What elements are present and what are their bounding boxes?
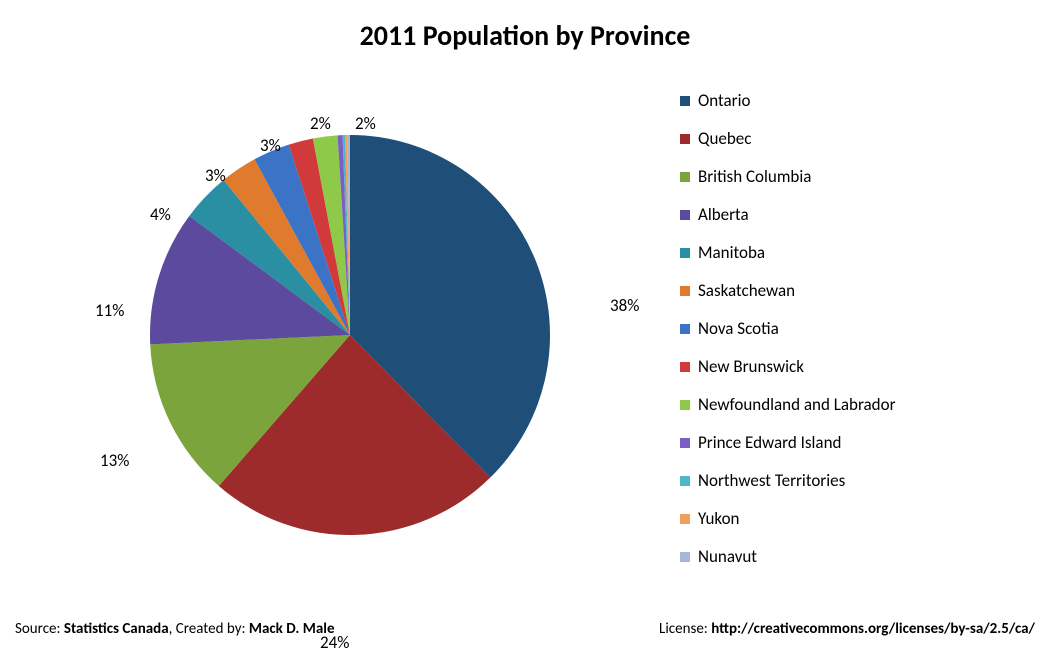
legend-item: Manitoba: [680, 242, 1030, 263]
legend-item: Prince Edward Island: [680, 432, 1030, 453]
legend-swatch: [680, 362, 690, 372]
legend: Ontario Quebec British Columbia Alberta Mani…: [680, 90, 1030, 584]
data-label-nl_pct: 2%: [355, 113, 376, 134]
data-label-sask_pct: 3%: [205, 165, 226, 186]
data-label-nb_pct: 2%: [310, 113, 331, 134]
source-name: Statistics Canada: [64, 620, 169, 638]
legend-label: Yukon: [698, 508, 740, 529]
author-name: Mack D. Male: [249, 620, 335, 638]
legend-swatch: [680, 514, 690, 524]
legend-swatch: [680, 210, 690, 220]
legend-swatch: [680, 96, 690, 106]
legend-label: British Columbia: [698, 166, 811, 187]
chart-area: 38%24%13%11%4%3%3%2%2%: [40, 80, 660, 600]
legend-label: Newfoundland and Labrador: [698, 394, 896, 415]
legend-item: Newfoundland and Labrador: [680, 394, 1030, 415]
created-prefix: , Created by:: [169, 620, 249, 638]
legend-label: Ontario: [698, 90, 750, 111]
legend-swatch: [680, 438, 690, 448]
legend-item: New Brunswick: [680, 356, 1030, 377]
legend-label: Nova Scotia: [698, 318, 779, 339]
legend-item: Nova Scotia: [680, 318, 1030, 339]
legend-item: Nunavut: [680, 546, 1030, 567]
legend-item: Quebec: [680, 128, 1030, 149]
legend-swatch: [680, 286, 690, 296]
legend-label: Quebec: [698, 128, 751, 149]
data-label-manitoba_pct: 4%: [150, 204, 171, 225]
legend-label: Saskatchewan: [698, 280, 795, 301]
legend-label: Prince Edward Island: [698, 432, 841, 453]
legend-item: Yukon: [680, 508, 1030, 529]
legend-item: Ontario: [680, 90, 1030, 111]
data-label-ns_pct: 3%: [260, 135, 281, 156]
legend-swatch: [680, 476, 690, 486]
legend-swatch: [680, 248, 690, 258]
legend-item: Alberta: [680, 204, 1030, 225]
legend-label: Alberta: [698, 204, 749, 225]
pie-chart: [150, 135, 550, 535]
legend-label: Manitoba: [698, 242, 765, 263]
legend-item: Northwest Territories: [680, 470, 1030, 491]
license-prefix: License:: [659, 620, 711, 638]
legend-swatch: [680, 324, 690, 334]
data-label-alberta_pct: 11%: [95, 300, 124, 321]
legend-label: Nunavut: [698, 546, 757, 567]
legend-swatch: [680, 172, 690, 182]
footer-source: Source: Statistics Canada, Created by: M…: [15, 620, 335, 638]
legend-swatch: [680, 134, 690, 144]
legend-label: New Brunswick: [698, 356, 804, 377]
legend-item: British Columbia: [680, 166, 1030, 187]
license-url: http://creativecommons.org/licenses/by-s…: [711, 620, 1035, 638]
footer: Source: Statistics Canada, Created by: M…: [15, 620, 1035, 638]
legend-swatch: [680, 400, 690, 410]
legend-swatch: [680, 552, 690, 562]
legend-label: Northwest Territories: [698, 470, 845, 491]
source-prefix: Source:: [15, 620, 64, 638]
chart-title: 2011 Population by Province: [0, 0, 1050, 53]
footer-license: License: http://creativecommons.org/lice…: [659, 620, 1035, 638]
legend-item: Saskatchewan: [680, 280, 1030, 301]
data-label-bc_pct: 13%: [100, 450, 129, 471]
data-label-ontario_pct: 38%: [610, 295, 639, 316]
